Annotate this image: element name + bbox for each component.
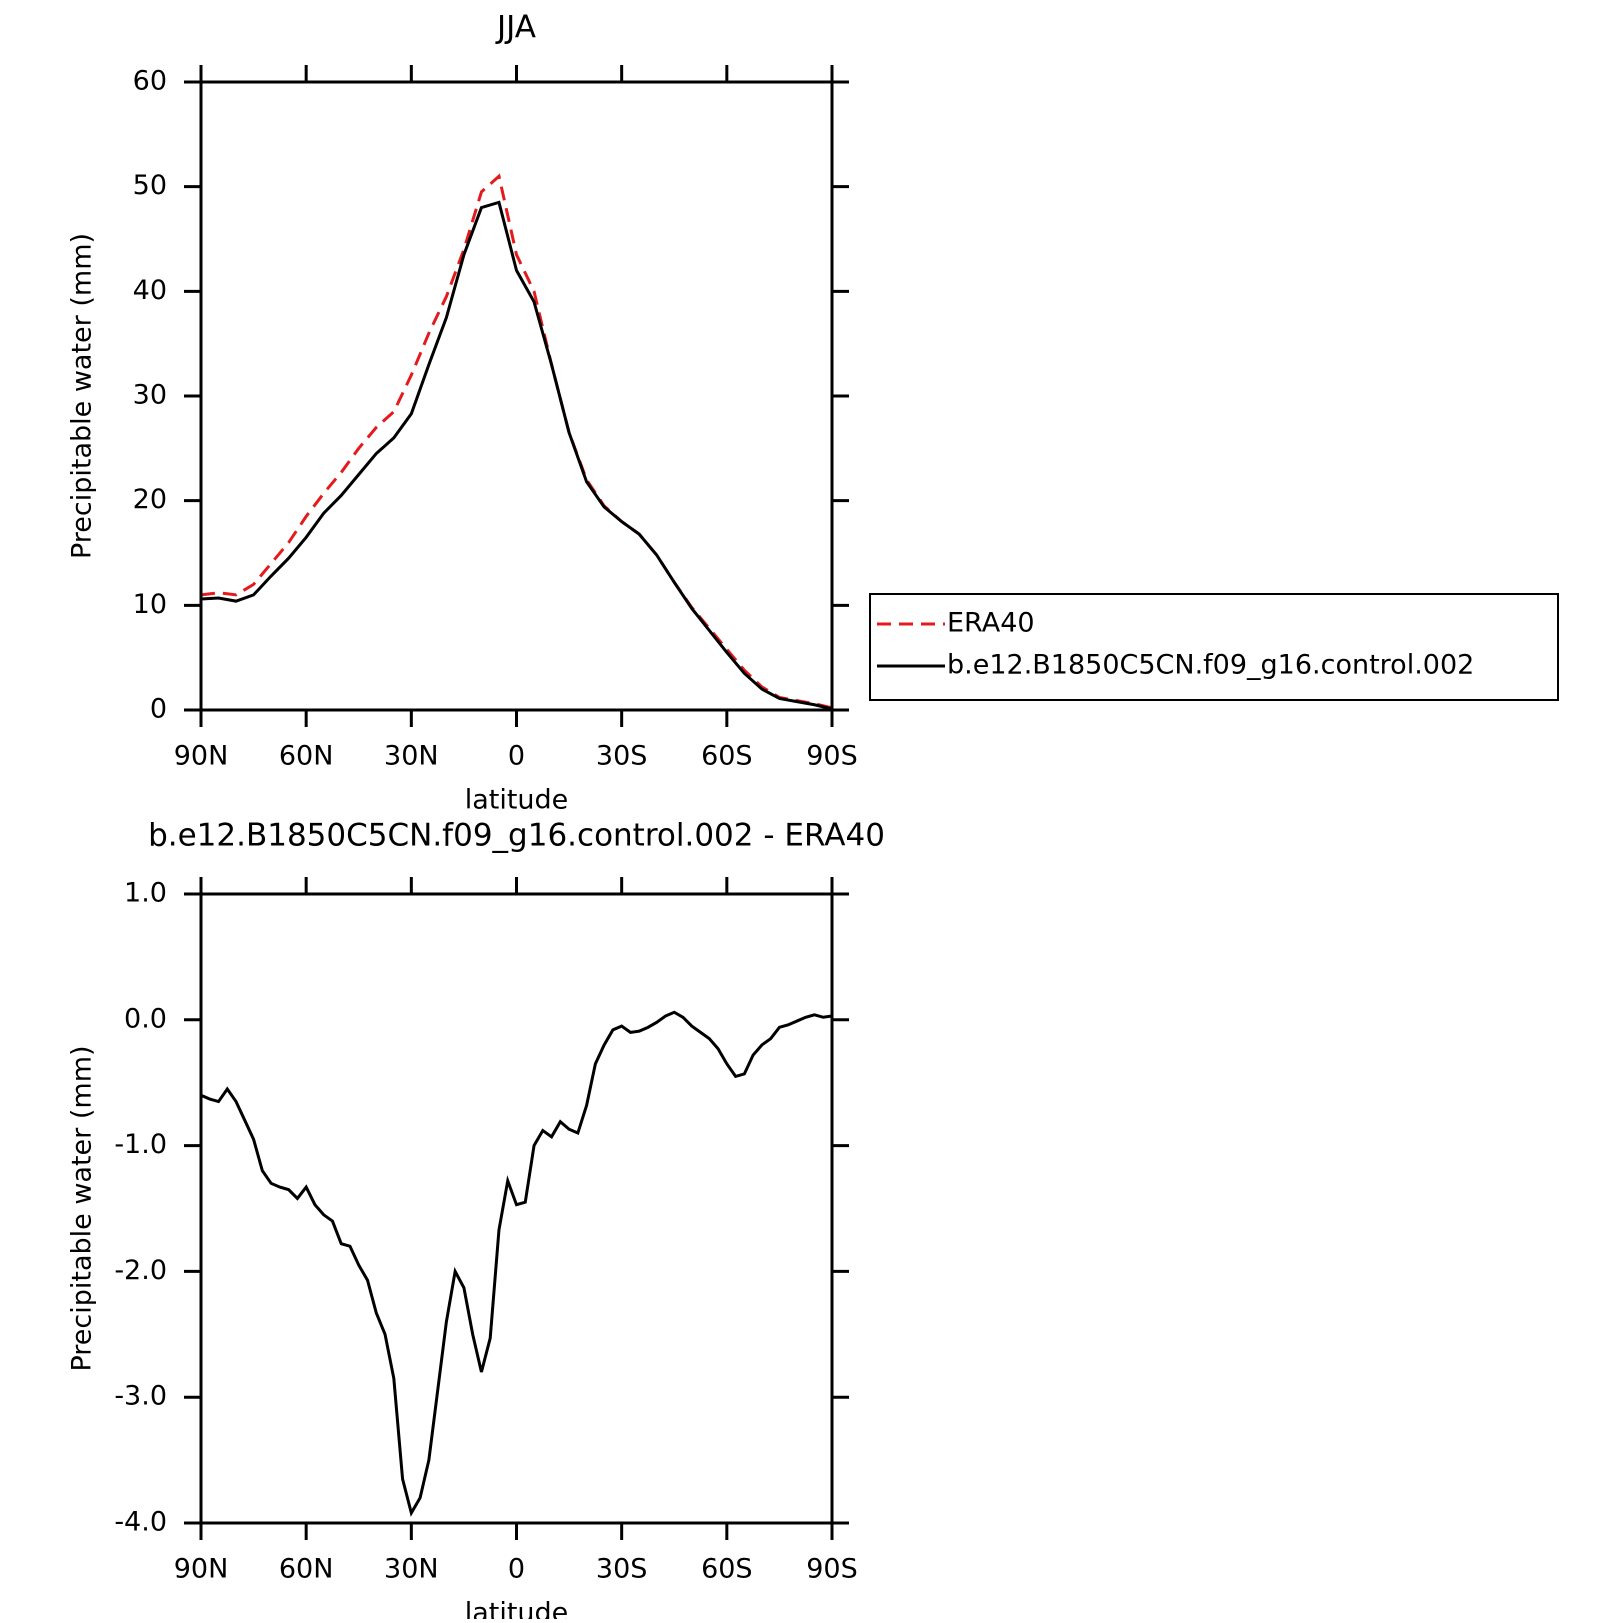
- x-tick-label: 60N: [279, 741, 334, 772]
- y-tick-label: -3.0: [114, 1381, 167, 1412]
- y-tick-label: 20: [133, 484, 167, 515]
- chart-title: b.e12.B1850C5CN.f09_g16.control.002 - ER…: [148, 818, 885, 854]
- y-axis-title: Precipitable water (mm): [67, 1045, 98, 1371]
- data-line: [200, 200, 833, 711]
- x-tick-label: 60S: [701, 1554, 753, 1585]
- x-tick-label: 90S: [806, 741, 858, 772]
- y-tick-label: 1.0: [124, 878, 167, 909]
- y-tick-label: 40: [133, 275, 167, 306]
- x-tick-label: 90N: [174, 741, 229, 772]
- plot-frame: [199, 80, 834, 712]
- y-tick-label: 50: [133, 170, 167, 201]
- y-tick-label: -2.0: [114, 1255, 167, 1286]
- x-tick-label: 30S: [596, 741, 648, 772]
- x-tick-label: 30S: [596, 1554, 648, 1585]
- y-tick-label: 60: [133, 66, 167, 97]
- x-tick-label: 0: [508, 1554, 525, 1585]
- chart-title: JJA: [495, 10, 536, 46]
- y-tick-label: -1.0: [114, 1129, 167, 1160]
- plot-frame: [199, 892, 834, 1525]
- x-tick-label: 90N: [174, 1554, 229, 1585]
- legend-box: [869, 593, 1559, 701]
- x-axis-title: latitude: [465, 785, 569, 816]
- x-tick-label: 0: [508, 741, 525, 772]
- y-tick-label: 0: [150, 694, 167, 725]
- x-tick-label: 60N: [279, 1554, 334, 1585]
- x-tick-label: 30N: [384, 741, 439, 772]
- data-line: [200, 173, 833, 710]
- legend-label: ERA40: [947, 608, 1035, 639]
- data-line: [200, 1010, 833, 1517]
- x-axis-title: latitude: [465, 1598, 569, 1620]
- x-tick-label: 60S: [701, 741, 753, 772]
- x-tick-label: 30N: [384, 1554, 439, 1585]
- x-tick-label: 90S: [806, 1554, 858, 1585]
- y-tick-label: -4.0: [114, 1507, 167, 1538]
- y-tick-label: 0.0: [124, 1003, 167, 1034]
- y-tick-label: 30: [133, 380, 167, 411]
- legend-label: b.e12.B1850C5CN.f09_g16.control.002: [947, 650, 1474, 681]
- y-axis-title: Precipitable water (mm): [67, 233, 98, 559]
- y-tick-label: 10: [133, 589, 167, 620]
